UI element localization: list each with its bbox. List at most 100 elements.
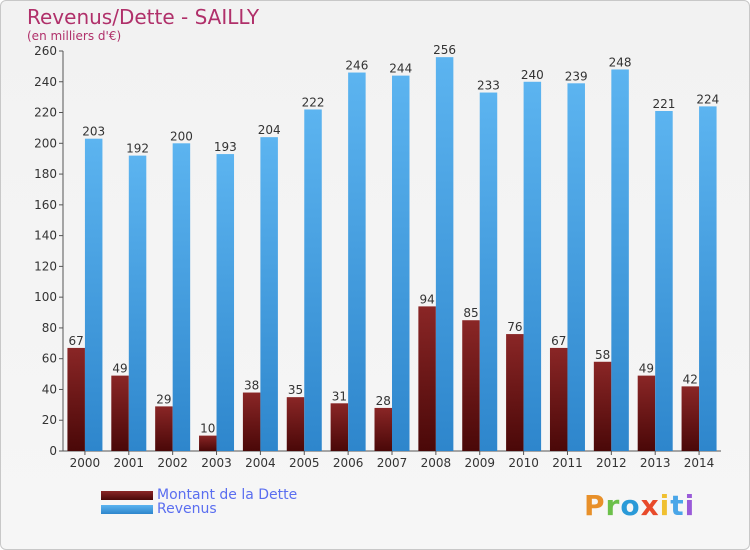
logo-letter: r: [605, 489, 621, 522]
x-tick-label: 2000: [70, 456, 101, 470]
bar-debt: [330, 403, 349, 451]
data-label-revenue: 239: [565, 69, 588, 83]
data-label-debt: 38: [244, 379, 259, 393]
data-label-revenue: 204: [258, 123, 281, 137]
bar-revenue: [611, 69, 629, 451]
y-tick-label: 160: [34, 198, 57, 212]
bar-debt: [374, 407, 392, 451]
y-tick-label: 120: [34, 259, 57, 273]
bar-debt: [199, 435, 217, 451]
bar-revenue: [699, 106, 717, 451]
legend-item-revenue: Revenus: [101, 501, 217, 517]
proxiti-logo: Proxiti: [584, 489, 695, 522]
plot-area: 0 20 40 60 80 100 120 140 160 180 200 220 240 260 2000…: [34, 43, 721, 470]
data-label-debt: 10: [200, 422, 215, 436]
data-label-debt: 29: [156, 392, 171, 406]
data-label-debt: 31: [332, 389, 347, 403]
data-label-debt: 58: [595, 348, 610, 362]
bar-debt: [637, 375, 656, 451]
y-tick-label: 20: [42, 413, 57, 427]
data-label-revenue: 200: [170, 129, 193, 143]
x-tick-label: 2011: [552, 456, 583, 470]
bar-debt: [286, 397, 305, 451]
logo-letter: i: [659, 489, 671, 522]
bar-revenue: [128, 155, 147, 451]
legend-label-debt: Montant de la Dette: [157, 487, 298, 503]
x-tick-label: 2009: [464, 456, 495, 470]
x-tick-label: 2003: [201, 456, 232, 470]
y-tick-label: 220: [34, 106, 57, 120]
data-label-debt: 67: [551, 334, 566, 348]
x-tick-label: 2013: [640, 456, 671, 470]
logo-letter: i: [684, 489, 696, 522]
data-label-debt: 35: [288, 383, 303, 397]
logo-letter: P: [584, 489, 606, 522]
bar-debt: [242, 392, 261, 451]
bar-debt: [462, 320, 480, 451]
data-label-revenue: 193: [214, 140, 237, 154]
bar-revenue: [172, 143, 191, 452]
x-tick-label: 2012: [596, 456, 627, 470]
y-tick-label: 200: [34, 136, 57, 150]
bar-revenue: [216, 154, 235, 452]
bar-revenue: [304, 109, 322, 451]
data-label-debt: 94: [419, 292, 434, 306]
y-tick-label: 240: [34, 75, 57, 89]
y-tick-label: 140: [34, 229, 57, 243]
bar-debt: [593, 361, 612, 451]
bar-revenue: [567, 83, 585, 452]
bar-revenue: [523, 81, 542, 452]
legend-item-debt: Montant de la Dette: [101, 487, 297, 503]
bar-debt: [681, 386, 700, 451]
bar-debt: [111, 375, 129, 451]
data-label-revenue: 192: [126, 142, 149, 156]
data-label-revenue: 248: [609, 55, 632, 69]
bar-revenue: [655, 111, 673, 451]
bar-debt: [67, 347, 85, 451]
legend-swatch-revenue: [101, 504, 153, 514]
bar-debt: [549, 347, 568, 451]
x-tick-label: 2007: [377, 456, 408, 470]
bar-debt: [418, 306, 436, 451]
data-label-revenue: 246: [345, 59, 368, 73]
legend-swatch-debt: [101, 490, 153, 500]
bar-revenue: [348, 72, 366, 452]
x-tick-label: 2006: [333, 456, 364, 470]
bar-debt: [155, 406, 173, 451]
x-tick-label: 2014: [684, 456, 715, 470]
data-label-debt: 28: [376, 394, 391, 408]
logo-letter: t: [670, 489, 685, 522]
chart-title: Revenus/Dette - SAILLY: [27, 5, 260, 29]
y-tick-label: 100: [34, 290, 57, 304]
bar-revenue: [260, 137, 278, 451]
data-label-debt: 85: [463, 306, 478, 320]
x-tick-label: 2010: [508, 456, 539, 470]
bar-revenue: [435, 57, 454, 452]
bar-revenue: [479, 92, 498, 452]
bar-revenue: [84, 138, 103, 451]
bar-revenue: [392, 75, 410, 451]
data-label-revenue: 203: [82, 125, 105, 139]
data-label-debt: 42: [683, 372, 698, 386]
x-tick-label: 2004: [245, 456, 276, 470]
data-label-revenue: 222: [302, 95, 325, 109]
legend-label-revenue: Revenus: [157, 501, 217, 517]
x-tick-label: 2008: [421, 456, 452, 470]
data-label-debt: 67: [69, 334, 84, 348]
data-label-revenue: 221: [652, 97, 675, 111]
chart-subtitle: (en milliers d'€): [27, 29, 122, 43]
logo-letter: o: [620, 489, 641, 522]
bar-debt: [506, 334, 524, 451]
data-label-revenue: 224: [696, 92, 719, 106]
x-tick-label: 2001: [114, 456, 145, 470]
y-tick-label: 60: [42, 352, 57, 366]
data-label-debt: 49: [112, 362, 127, 376]
data-label-revenue: 233: [477, 79, 500, 93]
data-label-debt: 76: [507, 320, 522, 334]
y-tick-label: 180: [34, 167, 57, 181]
y-tick-label: 0: [49, 444, 57, 458]
y-tick-label: 80: [42, 321, 57, 335]
y-tick-label: 40: [42, 382, 57, 396]
